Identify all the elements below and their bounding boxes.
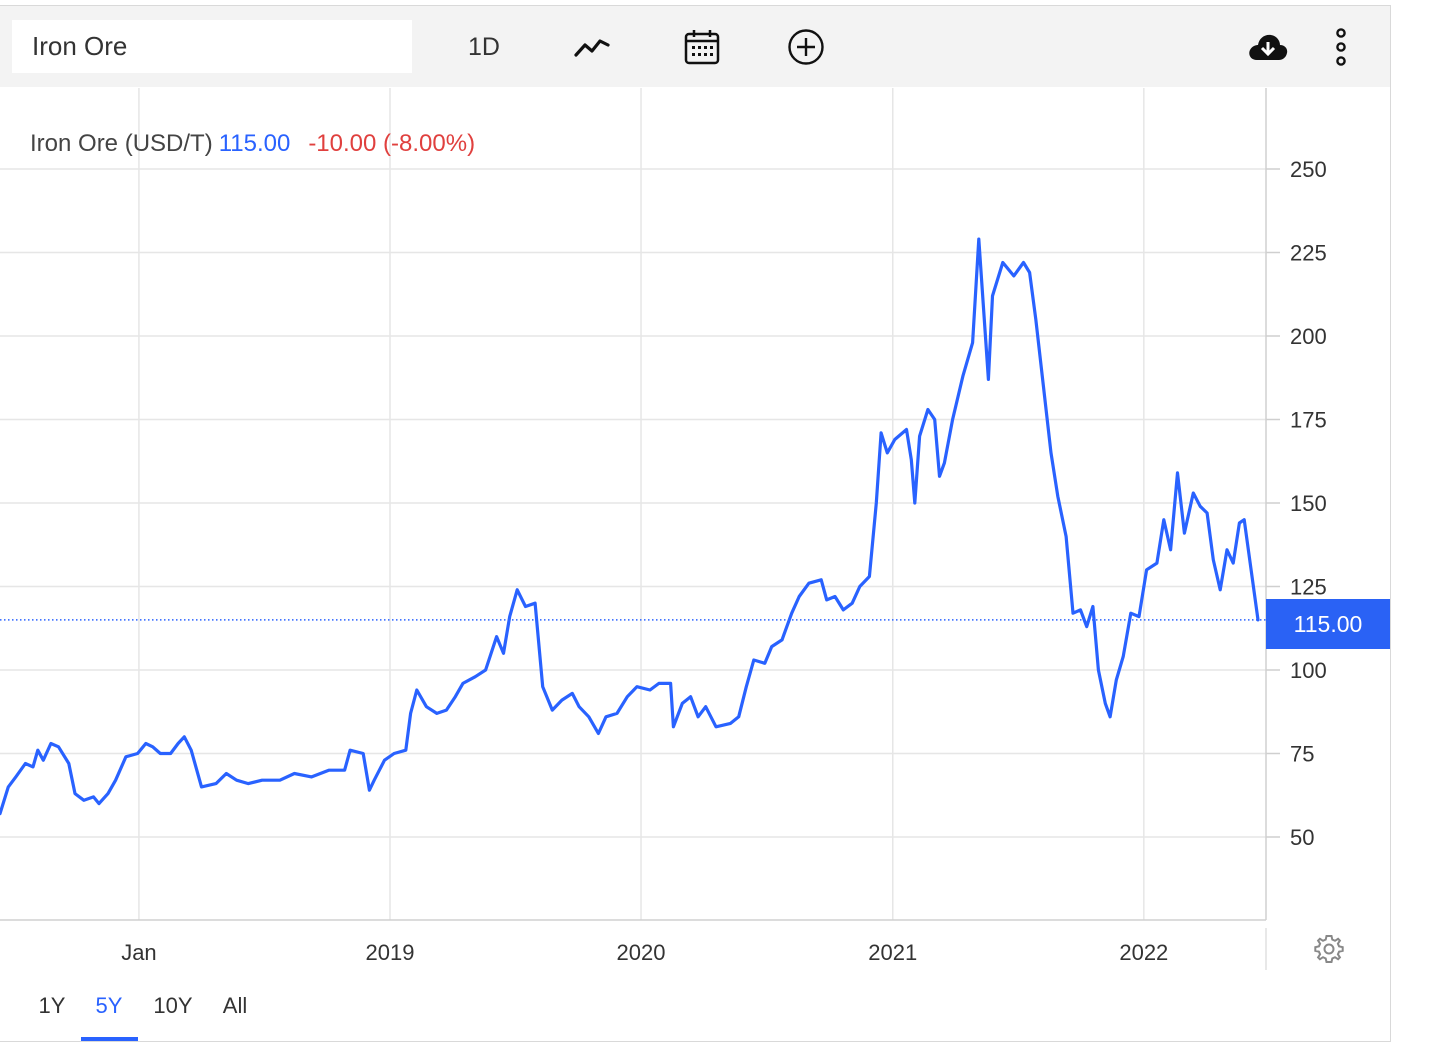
line-chart-icon[interactable]: [568, 24, 616, 70]
calendar-icon[interactable]: [679, 24, 725, 70]
add-circle-icon[interactable]: [783, 24, 829, 70]
x-tick-label: 2020: [617, 940, 666, 965]
range-10y-button[interactable]: 10Y: [153, 993, 193, 1018]
settings-gear-icon[interactable]: [1314, 934, 1344, 964]
x-tick-label: 2021: [868, 940, 917, 965]
cloud-download-icon[interactable]: [1244, 24, 1292, 70]
x-tick-label: Jan: [121, 940, 156, 965]
y-tick-label: 150: [1290, 491, 1327, 516]
interval-button[interactable]: 1D: [468, 32, 500, 61]
legend-price: 115.00: [218, 130, 291, 157]
range-all-button[interactable]: All: [222, 993, 248, 1018]
active-range-indicator: [81, 1037, 138, 1041]
more-vertical-icon[interactable]: [1326, 24, 1356, 70]
toolbar: Iron Ore 1D: [0, 6, 1390, 87]
y-tick-label: 175: [1290, 408, 1327, 433]
y-tick-label: 100: [1290, 658, 1327, 683]
y-tick-label: 50: [1290, 825, 1314, 850]
legend-change: -10.00 (-8.00%): [308, 130, 476, 157]
price-series-line: [0, 237, 1260, 816]
last-price-tag: 115.00: [1266, 599, 1390, 649]
y-tick-label: 250: [1290, 157, 1327, 182]
x-tick-label: 2022: [1119, 940, 1168, 965]
symbol-search-input[interactable]: Iron Ore: [12, 20, 412, 73]
x-tick-label: 2019: [366, 940, 415, 965]
range-5y-button[interactable]: 5Y: [95, 993, 123, 1018]
legend-series-name: Iron Ore (USD/T): [30, 130, 213, 157]
y-tick-label: 125: [1290, 575, 1327, 600]
range-1y-button[interactable]: 1Y: [38, 993, 66, 1018]
y-tick-label: 225: [1290, 241, 1327, 266]
y-tick-label: 200: [1290, 324, 1327, 349]
y-tick-label: 75: [1290, 742, 1314, 767]
chart-widget: Iron Ore 1D: [0, 5, 1391, 1042]
chart-legend: Iron Ore (USD/T) 115.00 -10.00 (-8.00%): [30, 130, 475, 158]
